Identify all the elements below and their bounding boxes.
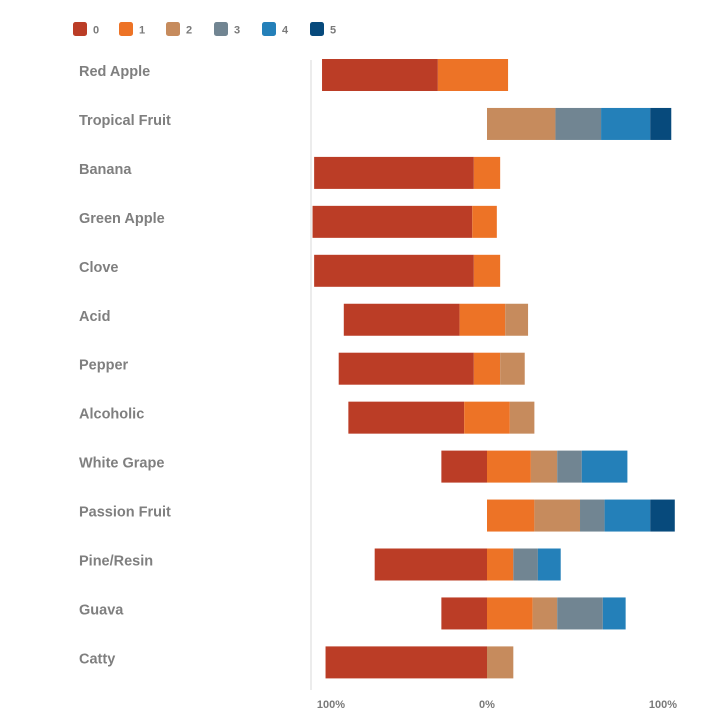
bar-segment-1 <box>473 254 501 287</box>
bar-segment-1 <box>464 401 510 434</box>
legend-label-1: 1 <box>139 25 145 37</box>
bar-segment-0 <box>314 254 474 287</box>
bar-segment-2 <box>534 499 581 532</box>
bars <box>312 59 675 679</box>
bar-segment-1 <box>487 499 535 532</box>
x-tick-label: 0% <box>479 699 495 711</box>
category-label: Acid <box>79 309 110 325</box>
bar-segment-1 <box>473 156 501 189</box>
category-label: Catty <box>79 651 115 667</box>
bar-segment-5 <box>650 499 675 532</box>
bar-row <box>343 303 529 336</box>
bar-row <box>374 548 561 581</box>
bar-segment-1 <box>459 303 506 336</box>
category-label: Pine/Resin <box>79 554 153 570</box>
category-label: White Grape <box>79 456 164 472</box>
x-tick-label: 100% <box>317 699 345 711</box>
bar-segment-0 <box>314 156 474 189</box>
x-axis-ticks: 100% 0% 100% <box>317 699 677 711</box>
legend-swatch-4 <box>262 22 276 36</box>
bar-segment-0 <box>441 597 487 630</box>
bar-row <box>325 646 514 679</box>
legend-label-3: 3 <box>234 25 240 37</box>
bar-row <box>487 107 672 140</box>
category-label: Passion Fruit <box>79 505 171 521</box>
category-labels: Red Apple Tropical Fruit Banana Green Apple… <box>79 64 171 667</box>
bar-segment-3 <box>580 499 605 532</box>
bar-segment-2 <box>509 401 535 434</box>
bar-segment-4 <box>581 450 628 483</box>
category-label: Clove <box>79 260 119 276</box>
bar-segment-2 <box>500 352 525 385</box>
legend-label-2: 2 <box>186 25 192 37</box>
bar-segment-2 <box>505 303 529 336</box>
bar-segment-1 <box>473 352 501 385</box>
bar-row <box>322 59 509 91</box>
bar-segment-4 <box>604 499 651 532</box>
category-label: Pepper <box>79 358 129 374</box>
category-label: Alcoholic <box>79 407 144 423</box>
bar-row <box>314 254 501 287</box>
bar-segment-2 <box>487 107 556 140</box>
bar-segment-4 <box>602 597 626 630</box>
bar-segment-3 <box>555 107 602 140</box>
bar-segment-0 <box>348 401 465 434</box>
bar-segment-2 <box>487 646 514 679</box>
bar-segment-1 <box>487 450 531 483</box>
bar-segment-0 <box>312 205 473 238</box>
bar-segment-3 <box>557 597 603 630</box>
bar-segment-2 <box>530 450 558 483</box>
bar-segment-0 <box>325 646 487 679</box>
category-label: Banana <box>79 162 132 178</box>
category-label: Green Apple <box>79 211 165 227</box>
category-label: Guava <box>79 602 124 618</box>
bar-row <box>312 205 497 238</box>
x-tick-label: 100% <box>649 699 677 711</box>
bar-segment-1 <box>487 597 533 630</box>
bar-segment-0 <box>343 303 460 336</box>
bar-segment-1 <box>487 548 514 581</box>
legend-swatch-5 <box>310 22 324 36</box>
bar-segment-4 <box>601 107 651 140</box>
category-label: Tropical Fruit <box>79 113 171 129</box>
bar-row <box>314 156 501 189</box>
bar-row <box>348 401 535 434</box>
bar-segment-2 <box>532 597 558 630</box>
bar-segment-1 <box>472 205 497 238</box>
legend-swatch-0 <box>73 22 87 36</box>
legend-label-4: 4 <box>282 25 289 37</box>
bar-segment-3 <box>557 450 582 483</box>
legend: 0 1 2 3 4 5 <box>73 22 336 37</box>
bar-segment-0 <box>322 59 438 91</box>
legend-swatch-3 <box>214 22 228 36</box>
bar-row <box>441 450 628 483</box>
legend-swatch-2 <box>166 22 180 36</box>
bar-segment-5 <box>650 107 672 140</box>
legend-label-5: 5 <box>330 25 336 37</box>
bar-row <box>338 352 525 385</box>
bar-segment-1 <box>437 59 509 91</box>
legend-swatch-1 <box>119 22 133 36</box>
bar-segment-0 <box>441 450 487 483</box>
bar-segment-3 <box>513 548 538 581</box>
legend-label-0: 0 <box>93 25 99 37</box>
bar-row <box>487 499 675 532</box>
bar-segment-0 <box>338 352 474 385</box>
bar-segment-4 <box>537 548 561 581</box>
bar-segment-0 <box>374 548 487 581</box>
bar-row <box>441 597 626 630</box>
category-label: Red Apple <box>79 64 150 80</box>
